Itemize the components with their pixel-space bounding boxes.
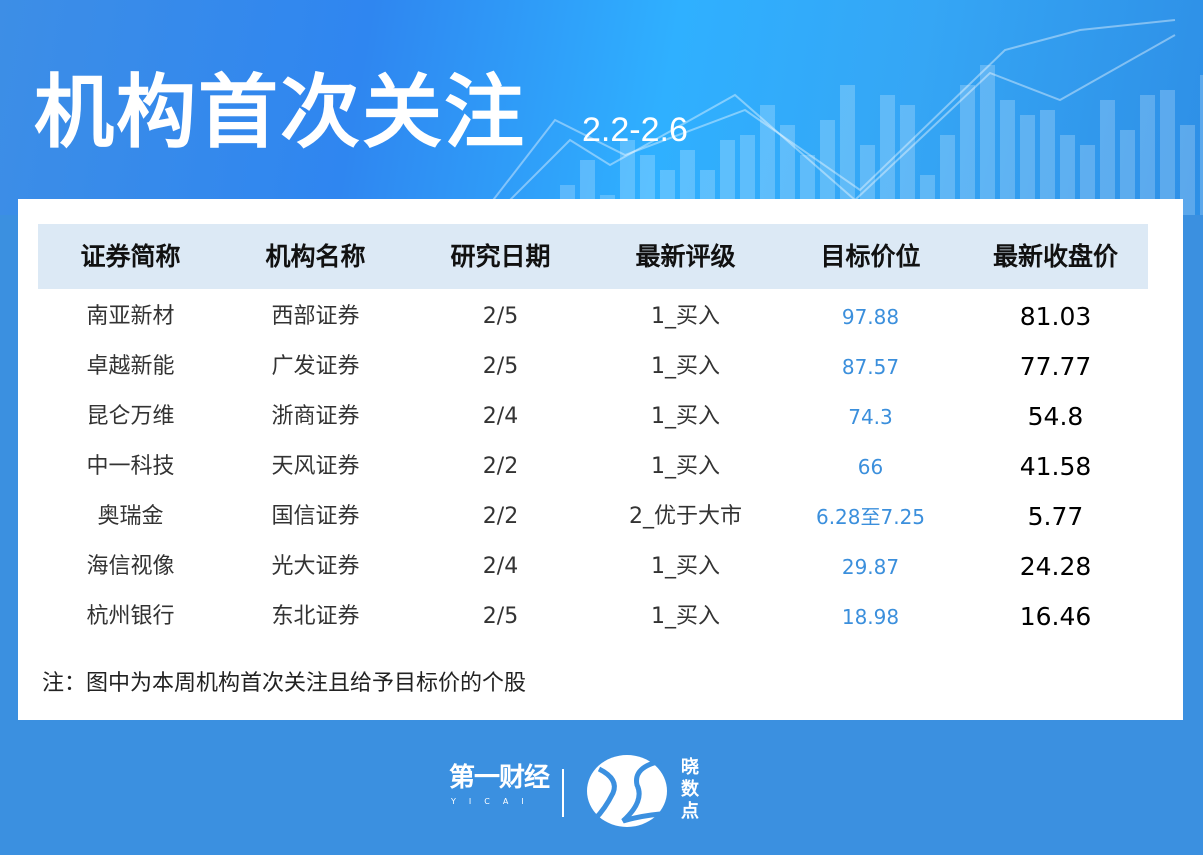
table-cell: 杭州银行 [86, 604, 175, 629]
table-row: 昆仑万维 浙商证券 2/4 1_买入 74.3 54.8 [38, 392, 1148, 442]
decorative-bar [1120, 130, 1135, 215]
xiaoshudian-logo-icon [587, 755, 672, 827]
table-cell: 东北证券 [271, 604, 360, 629]
table-cell: 1_买入 [651, 454, 720, 479]
decorative-bar [960, 85, 975, 215]
footnote: 注：图中为本周机构首次关注且给予目标价的个股 [42, 671, 527, 696]
decorative-bar [740, 135, 755, 215]
column-header: 研究日期 [450, 242, 551, 271]
decorative-chart-graphic [480, 19, 1203, 215]
table-cell: 41.58 [1019, 452, 1092, 481]
table-cell: 海信视像 [86, 554, 175, 579]
decorative-bar [780, 125, 795, 215]
decorative-bar [820, 120, 835, 215]
table-cell: 广发证券 [271, 354, 360, 379]
decorative-bar [620, 140, 635, 215]
decorative-bar [900, 105, 915, 215]
table-row: 海信视像 光大证券 2/4 1_买入 29.87 24.28 [38, 542, 1148, 592]
table-cell: 2/5 [482, 604, 519, 629]
decorative-bar [760, 105, 775, 215]
table-card: 证券简称 机构名称 研究日期 最新评级 目标价位 最新收盘价 南亚新材 西部证券 2… [18, 199, 1183, 720]
decorative-bar [980, 65, 995, 215]
table-row: 奥瑞金 国信证券 2/2 2_优于大市 6.28至7.25 5.77 [38, 492, 1148, 542]
table-cell: 66 [857, 455, 884, 479]
column-header: 最新评级 [635, 242, 736, 271]
table-cell: 81.03 [1019, 302, 1092, 331]
table-cell: 1_买入 [651, 554, 720, 579]
table-cell: 77.77 [1019, 352, 1092, 381]
decorative-bar [1000, 100, 1015, 215]
table-header: 证券简称 机构名称 研究日期 最新评级 目标价位 最新收盘价 [38, 224, 1148, 289]
table-cell: 87.57 [841, 355, 900, 379]
yicai-logo-sub: YICAI [451, 797, 537, 806]
decorative-bar [1100, 100, 1115, 215]
decorative-bar [1200, 75, 1203, 215]
decorative-bar [720, 140, 735, 215]
table-cell: 奥瑞金 [97, 504, 164, 529]
decorative-bar [1140, 95, 1155, 215]
table-cell: 2/4 [482, 404, 519, 429]
decorative-bar [1040, 110, 1055, 215]
decorative-bar [1020, 115, 1035, 215]
table-cell: 西部证券 [271, 304, 360, 329]
table-cell: 南亚新材 [86, 304, 175, 329]
table-cell: 1_买入 [651, 404, 720, 429]
decorative-bar [1060, 135, 1075, 215]
table-row: 杭州银行 东北证券 2/5 1_买入 18.98 16.46 [38, 592, 1148, 642]
table-cell: 1_买入 [651, 304, 720, 329]
table-cell: 国信证券 [271, 504, 360, 529]
decorative-bar [680, 150, 695, 215]
table-cell: 6.28至7.25 [815, 505, 926, 529]
table-cell: 97.88 [841, 305, 900, 329]
decorative-bar [840, 85, 855, 215]
table-cell: 24.28 [1019, 552, 1092, 581]
table-cell: 5.77 [1027, 502, 1084, 531]
banner: 机构首次关注 2.2-2.6 [0, 0, 1203, 215]
table-row: 卓越新能 广发证券 2/5 1_买入 87.57 77.77 [38, 342, 1148, 392]
table-cell: 2/2 [482, 454, 519, 479]
table-cell: 18.98 [841, 605, 900, 629]
table-cell: 16.46 [1019, 602, 1092, 631]
table-cell: 中一科技 [86, 454, 175, 479]
yicai-logo: 第一财经 [449, 763, 550, 793]
page-title: 机构首次关注 [34, 66, 526, 159]
table-cell: 2/4 [482, 554, 519, 579]
table-cell: 昆仑万维 [86, 404, 175, 429]
table-cell: 2/2 [482, 504, 519, 529]
decorative-bar [880, 95, 895, 215]
column-header: 机构名称 [265, 242, 366, 271]
table-row: 南亚新材 西部证券 2/5 1_买入 97.88 81.03 [38, 292, 1148, 342]
column-header: 目标价位 [820, 242, 921, 271]
date-range: 2.2-2.6 [582, 111, 688, 149]
table-cell: 光大证券 [271, 554, 360, 579]
table-cell: 29.87 [841, 555, 900, 579]
table-cell: 浙商证券 [271, 404, 360, 429]
decorative-bar [1080, 145, 1095, 215]
table-cell: 1_买入 [651, 354, 720, 379]
xiaoshudian-logo-text: 晓数点 [681, 757, 699, 822]
footer-logos: 第一财经 YICAI 晓数点 [445, 745, 705, 835]
table-cell: 2/5 [482, 304, 519, 329]
table-row: 中一科技 天风证券 2/2 1_买入 66 41.58 [38, 442, 1148, 492]
decorative-bar [860, 145, 875, 215]
table-cell: 1_买入 [651, 604, 720, 629]
decorative-bar [1160, 90, 1175, 215]
table-cell: 天风证券 [271, 454, 360, 479]
decorative-bar [1180, 125, 1195, 215]
table-cell: 74.3 [848, 405, 893, 429]
table-cell: 54.8 [1027, 402, 1084, 431]
column-header: 证券简称 [80, 242, 181, 271]
divider [562, 769, 564, 817]
table-cell: 2/5 [482, 354, 519, 379]
table-cell: 卓越新能 [86, 354, 175, 379]
column-header: 最新收盘价 [992, 242, 1118, 271]
decorative-bar [940, 135, 955, 215]
table-cell: 2_优于大市 [629, 504, 742, 529]
